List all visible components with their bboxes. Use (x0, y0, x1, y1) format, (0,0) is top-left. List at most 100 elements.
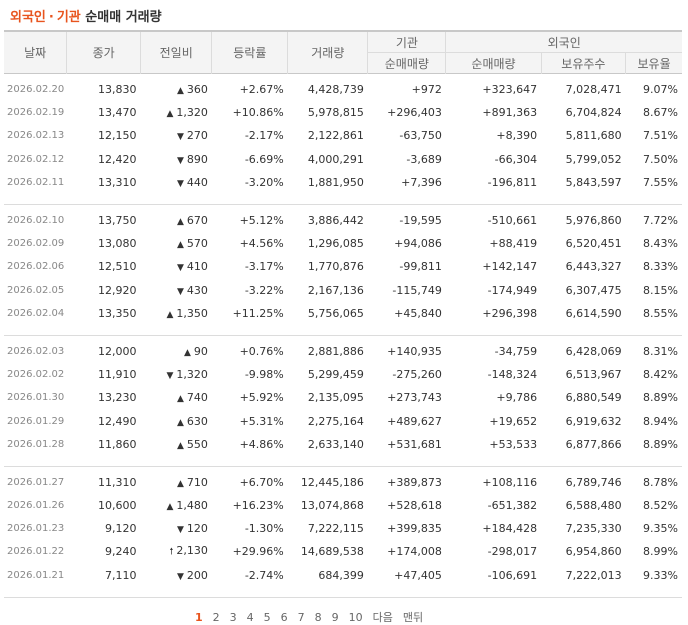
cell-volume: 14,689,538 (300, 545, 364, 559)
change-value: 890 (186, 152, 208, 166)
cell-volume: 5,978,815 (307, 106, 364, 120)
table-row: 2026.01.27 11,310 ▲ 710 +6.70% 12,445,186 +389… (4, 471, 682, 494)
change-value: 710 (186, 475, 208, 489)
cell-rate: +4.86% (239, 437, 284, 451)
page-link-8[interactable]: 8 (314, 611, 322, 624)
cell-rate: +5.12% (239, 214, 284, 228)
change-value: 120 (186, 522, 208, 536)
cell-hold: 7,235,330 (565, 522, 622, 536)
cell-hold: 6,614,590 (565, 306, 622, 320)
header-inst-net: 순매매량 (367, 52, 446, 74)
cell-volume: 7,222,115 (307, 522, 364, 536)
header-change: 전일비 (139, 31, 212, 74)
cell-inst: +972 (411, 83, 442, 97)
cell-rate: -3.22% (244, 283, 284, 297)
cell-foreign: -651,382 (487, 499, 538, 513)
header-rate: 등락률 (211, 31, 288, 74)
cell-hold: 6,520,451 (565, 237, 622, 251)
cell-ratio: 7.50% (643, 152, 678, 166)
cell-inst: +273,743 (387, 391, 442, 405)
page-next-link[interactable]: 다음 (372, 611, 393, 624)
up-arrow-icon: ▲ (177, 478, 184, 489)
page-link-3[interactable]: 3 (229, 611, 237, 624)
cell-rate: +11.25% (232, 306, 284, 320)
up-arrow-icon: ▲ (177, 240, 184, 251)
cell-date: 2026.02.04 (7, 307, 65, 319)
change-value: 270 (186, 129, 208, 143)
page-link-2[interactable]: 2 (212, 611, 220, 624)
cell-close: 13,830 (97, 83, 137, 97)
cell-volume: 5,299,459 (307, 368, 364, 382)
table-row: 2026.02.05 12,920 ▼ 430 -3.22% 2,167,136 -115,… (4, 279, 682, 302)
page-link-1[interactable]: 1 (195, 611, 203, 624)
page-link-5[interactable]: 5 (263, 611, 271, 624)
change-value: 670 (186, 214, 208, 228)
cell-rate: -2.74% (244, 568, 284, 582)
cell-close: 13,350 (97, 306, 137, 320)
cell-date: 2026.02.02 (7, 369, 65, 381)
cell-hold: 6,789,746 (565, 475, 622, 489)
change-value: 360 (186, 83, 208, 97)
cell-hold: 6,307,475 (565, 283, 622, 297)
cell-ratio: 9.35% (643, 522, 678, 536)
table-row: 2026.02.19 13,470 ▲ 1,320 +10.86% 5,978,815 +2… (4, 101, 682, 124)
table-row: 2026.02.11 13,310 ▼ 440 -3.20% 1,881,950 +7,39… (4, 171, 682, 194)
cell-hold: 6,428,069 (565, 344, 622, 358)
cell-foreign: -66,304 (494, 152, 538, 166)
cell-change: ▼ 200 (140, 564, 211, 587)
cell-rate: -3.17% (244, 260, 284, 274)
cell-change: ▲ 740 (140, 386, 211, 409)
cell-date: 2026.01.26 (7, 500, 65, 512)
page-link-7[interactable]: 7 (297, 611, 305, 624)
page-link-6[interactable]: 6 (280, 611, 288, 624)
cell-foreign: +88,419 (489, 237, 538, 251)
change-value: 1,350 (176, 306, 208, 320)
cell-volume: 2,135,095 (307, 391, 364, 405)
cell-change: ▼ 120 (140, 517, 211, 540)
cell-foreign: +53,533 (489, 437, 538, 451)
cell-ratio: 8.15% (643, 283, 678, 297)
cell-inst: +7,396 (401, 175, 442, 189)
down-arrow-icon: ▼ (177, 525, 184, 536)
table-row: 2026.02.09 13,080 ▲ 570 +4.56% 1,296,085 +94,0… (4, 232, 682, 255)
cell-foreign: -34,759 (494, 344, 538, 358)
cell-volume: 2,881,886 (307, 344, 364, 358)
cell-ratio: 7.51% (643, 129, 678, 143)
cell-inst: +399,835 (387, 522, 442, 536)
up-arrow-icon: ▲ (177, 86, 184, 97)
page-link-9[interactable]: 9 (331, 611, 339, 624)
cell-volume: 5,756,065 (307, 306, 364, 320)
cell-inst: +296,403 (387, 106, 442, 120)
cell-volume: 12,445,186 (300, 475, 364, 489)
cell-rate: -2.17% (244, 129, 284, 143)
cell-hold: 6,954,860 (565, 545, 622, 559)
cell-date: 2026.02.09 (7, 238, 65, 250)
change-value: 1,480 (176, 499, 208, 513)
page-link-10[interactable]: 10 (348, 611, 363, 624)
change-value: 630 (186, 414, 208, 428)
page-link-4[interactable]: 4 (246, 611, 254, 624)
cell-close: 12,420 (97, 152, 137, 166)
cell-volume: 1,881,950 (307, 175, 364, 189)
table-row: 2026.02.12 12,420 ▼ 890 -6.69% 4,000,291 -3,68… (4, 148, 682, 171)
cell-close: 13,470 (97, 106, 137, 120)
change-value: 410 (186, 260, 208, 274)
cell-close: 13,310 (97, 175, 137, 189)
change-value: 440 (186, 175, 208, 189)
down-arrow-icon: ▼ (177, 286, 184, 297)
cell-date: 2026.02.11 (7, 176, 65, 188)
cell-close: 13,230 (97, 391, 137, 405)
title-foreign: 외국인 (10, 10, 46, 25)
header-volume: 거래량 (287, 31, 368, 74)
header-date: 날짜 (24, 46, 47, 60)
cell-rate: -9.98% (244, 368, 284, 382)
cell-hold: 7,028,471 (565, 83, 622, 97)
down-arrow-icon: ▼ (177, 263, 184, 274)
page-last-link[interactable]: 맨뒤 (402, 611, 424, 624)
cell-volume: 13,074,868 (300, 499, 364, 513)
cell-close: 7,110 (104, 568, 137, 582)
cell-inst: -115,749 (392, 283, 442, 297)
table-row: 2026.02.10 13,750 ▲ 670 +5.12% 3,886,442 -19,5… (4, 209, 682, 232)
table-row: 2026.02.04 13,350 ▲ 1,350 +11.25% 5,756,065 +4… (4, 302, 682, 325)
cell-foreign: +296,398 (482, 306, 538, 320)
